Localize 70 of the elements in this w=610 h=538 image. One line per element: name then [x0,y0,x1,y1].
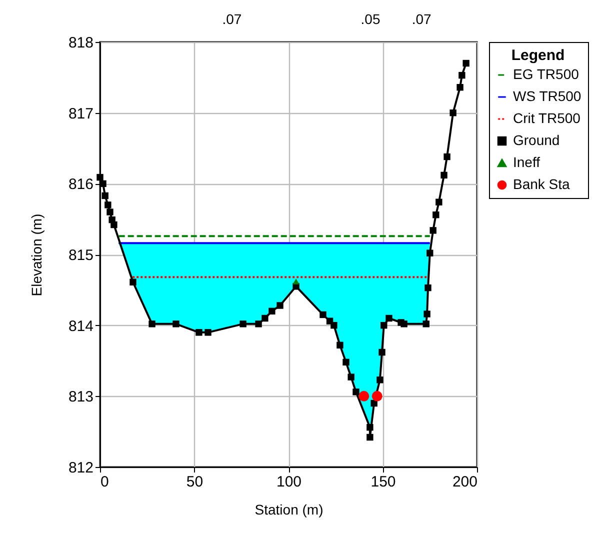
y-tick-label: 814 [68,318,94,335]
point [400,320,408,328]
point [148,320,156,328]
point [424,284,432,292]
x-tick-label: 100 [276,474,302,490]
text: .07 [222,11,242,27]
point [172,320,180,328]
x-tick-label: 200 [452,474,478,490]
point [378,348,386,356]
legend-label: EG TR500 [513,66,580,82]
point [292,278,300,284]
point [100,180,106,188]
point [196,329,202,336]
point [458,72,466,79]
point [440,172,448,179]
y-tick-label: 815 [68,247,94,264]
y-axis-title: Elevation (m) [28,214,44,296]
point [462,60,470,67]
point [276,302,284,309]
point [386,314,392,322]
point [104,202,112,208]
point [348,374,354,380]
legend-title: Legend [511,47,565,64]
point [376,376,384,384]
point [436,198,442,206]
text: .07 [412,11,432,27]
point [342,358,350,366]
point [110,221,118,228]
point [106,208,114,216]
point [456,84,464,91]
point [240,320,246,328]
point [444,153,450,160]
point [380,322,388,329]
point [320,311,326,318]
y-tick-label: 817 [68,105,94,122]
point [255,320,262,328]
point [336,342,344,349]
legend-label: Ground [513,132,560,148]
point [450,109,456,116]
point [130,278,136,286]
y-tick-label: 818 [68,34,94,52]
point [370,400,378,407]
point [358,390,370,402]
point [426,250,434,256]
point [366,434,374,441]
point [102,192,108,200]
point [424,310,430,318]
x-tick-label: 0 [100,474,109,490]
point [268,308,276,315]
legend-label: Crit TR500 [513,110,581,126]
point [432,211,440,218]
point [366,424,374,431]
y-tick-label: 813 [68,388,94,406]
legend-label: Ineff [513,154,540,170]
y-tick-label: 816 [68,176,94,194]
point [430,227,436,234]
point [372,390,382,402]
x-axis-title: Station (m) [254,502,324,518]
legend-label: Bank Sta [513,176,570,192]
x-tick-label: 50 [186,474,204,490]
point [96,174,104,181]
text: .05 [360,11,380,27]
point [204,329,212,336]
point [352,388,360,396]
point [330,322,338,329]
point [422,320,430,328]
x-tick-label: 150 [370,474,396,490]
legend-label: WS TR500 [513,88,582,104]
point [262,314,268,322]
y-tick-label: 812 [68,460,94,476]
